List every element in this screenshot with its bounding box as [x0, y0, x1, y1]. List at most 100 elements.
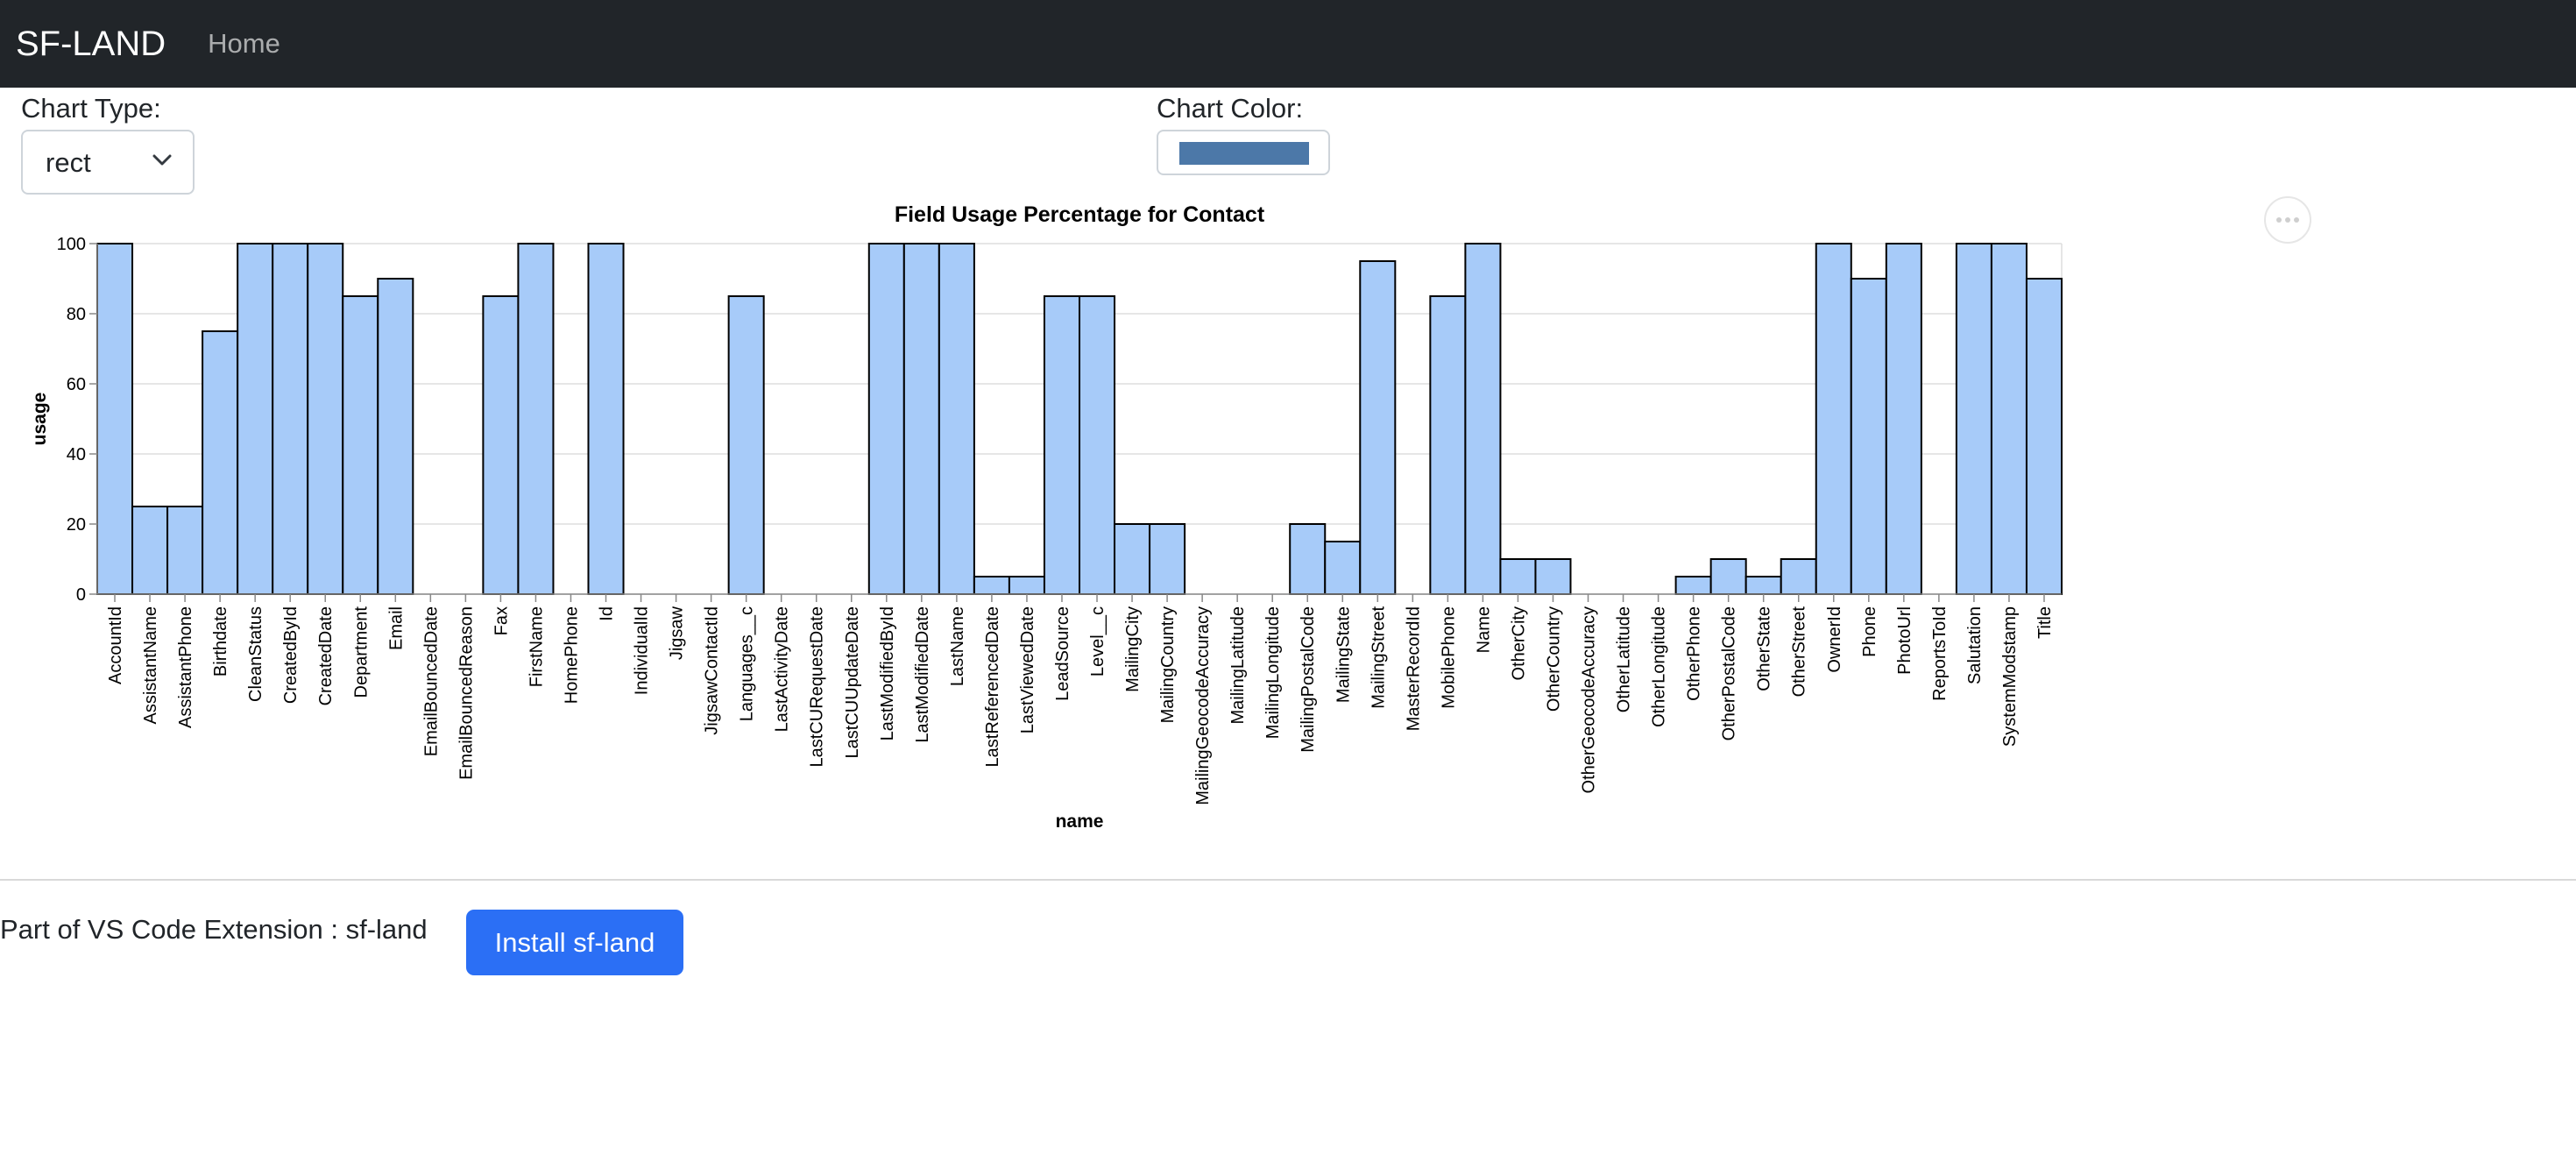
bar-CreatedById[interactable] [272, 243, 309, 595]
x-tick-label: MailingLatitude [1228, 606, 1248, 725]
x-tick-label: MailingStreet [1369, 606, 1388, 709]
x-tick-label: MailingState [1334, 606, 1353, 703]
x-tick-label: LeadSource [1053, 606, 1072, 701]
bar-AccountId[interactable] [96, 243, 134, 595]
x-tick-label: PhotoUrl [1895, 606, 1914, 675]
x-tick-label: AssistantPhone [176, 606, 195, 728]
bar-MailingPostalCode[interactable] [1289, 523, 1327, 595]
bar-MailingCountry[interactable] [1149, 523, 1186, 595]
y-tick-label: 40 [67, 445, 86, 464]
bar-Department[interactable] [342, 295, 379, 595]
bar-Title[interactable] [2025, 278, 2063, 595]
divider [0, 879, 2576, 881]
bar-Birthdate[interactable] [202, 330, 239, 595]
bar-CreatedDate[interactable] [307, 243, 344, 595]
bar-chart: Field Usage Percentage for Contact 0 20 40… [30, 202, 2063, 832]
bar-OtherCity[interactable] [1499, 558, 1537, 595]
bar-Id[interactable] [587, 243, 625, 595]
x-tick-label: MailingGeocodeAccuracy [1193, 606, 1213, 805]
bar-MailingStreet[interactable] [1359, 260, 1397, 595]
y-tick-label: 100 [57, 235, 86, 254]
bar-Email[interactable] [377, 278, 414, 595]
x-tick-label: Jigsaw [668, 606, 687, 660]
bar-OtherPhone[interactable] [1674, 576, 1712, 595]
bar-LastModifiedById[interactable] [867, 243, 905, 595]
bar-LastViewedDate[interactable] [1008, 576, 1045, 595]
bar-SystemModstamp[interactable] [1990, 243, 2028, 595]
chart-color-picker[interactable] [1157, 130, 1330, 175]
more-horizontal-icon[interactable] [2264, 196, 2311, 244]
bar-OtherStreet[interactable] [1780, 558, 1817, 595]
y-axis-label: usage [30, 393, 50, 446]
x-tick-label: Id [598, 606, 617, 621]
y-tick-label: 60 [67, 375, 86, 394]
x-tick-label: OwnerId [1825, 606, 1844, 673]
x-tick-label: Department [351, 606, 371, 698]
x-tick-label: OtherCountry [1544, 606, 1563, 712]
x-tick-label: Name [1474, 606, 1493, 653]
x-tick-label: LastViewedDate [1018, 606, 1037, 733]
x-tick-label: MailingCity [1123, 606, 1143, 692]
chart-title: Field Usage Percentage for Contact [895, 202, 1265, 227]
x-tick-label: LastModifiedById [878, 606, 897, 740]
x-tick-label: EmailBouncedDate [421, 606, 441, 756]
bar-LastModifiedDate[interactable] [902, 243, 940, 595]
chart-axes: 0 20 40 60 80 100 AccountId AssistantName Assist… [57, 235, 2062, 805]
footer-text: Part of VS Code Extension : sf-land [0, 914, 428, 945]
x-tick-label: OtherStreet [1790, 606, 1809, 698]
bar-MailingCity[interactable] [1114, 523, 1151, 595]
bar-LastName[interactable] [938, 243, 975, 595]
bar-Languages__c[interactable] [727, 295, 765, 595]
bar-Salutation[interactable] [1955, 243, 1992, 595]
chart-type-label: Chart Type: [21, 93, 161, 124]
bar-Phone[interactable] [1850, 278, 1887, 595]
bar-OwnerId[interactable] [1815, 243, 1852, 595]
x-tick-label: MailingPostalCode [1299, 606, 1318, 753]
bar-OtherState[interactable] [1744, 576, 1782, 595]
y-tick-label: 0 [76, 585, 86, 605]
x-tick-label: MasterRecordId [1404, 606, 1423, 731]
x-tick-label: JigsawContactId [703, 606, 722, 735]
bar-LastReferencedDate[interactable] [973, 576, 1010, 595]
bar-CleanStatus[interactable] [237, 243, 274, 595]
x-tick-label: LastReferencedDate [983, 606, 1002, 767]
x-tick-label: Languages__c [738, 606, 757, 721]
install-button[interactable]: Install sf-land [466, 910, 683, 975]
bar-MobilePhone[interactable] [1429, 295, 1467, 595]
bar-Name[interactable] [1464, 243, 1502, 595]
navbar: SF-LAND Home [0, 0, 2576, 88]
x-tick-label: LastModifiedDate [913, 606, 932, 743]
bar-PhotoUrl[interactable] [1885, 243, 1922, 595]
bar-AssistantName[interactable] [131, 506, 169, 595]
x-tick-label: Phone [1860, 606, 1879, 657]
x-tick-label: LastCUUpdateDate [843, 606, 862, 758]
x-tick-label: CleanStatus [246, 606, 265, 702]
y-tick-label: 80 [67, 305, 86, 324]
x-tick-label: EmailBouncedReason [456, 606, 476, 780]
x-tick-label: OtherGeocodeAccuracy [1580, 606, 1599, 793]
x-tick-label: LastCURequestDate [808, 606, 827, 767]
bar-FirstName[interactable] [517, 243, 555, 595]
x-tick-label: OtherLongitude [1650, 606, 1669, 727]
x-tick-label: ReportsToId [1930, 606, 1950, 701]
x-tick-label: SystemModstamp [2000, 606, 2020, 747]
bar-LeadSource[interactable] [1043, 295, 1080, 595]
bar-MailingState[interactable] [1324, 541, 1362, 595]
bar-Level__c[interactable] [1079, 295, 1116, 595]
x-tick-label: LastActivityDate [773, 606, 792, 732]
x-tick-label: LastName [948, 606, 967, 686]
bar-AssistantPhone[interactable] [166, 506, 204, 595]
nav-link-home[interactable]: Home [208, 28, 280, 59]
bar-OtherPostalCode[interactable] [1709, 558, 1747, 595]
chart-color-swatch [1179, 142, 1309, 165]
chevron-down-icon [152, 154, 172, 166]
chart-type-select[interactable]: rect [21, 130, 195, 195]
x-tick-label: MobilePhone [1439, 606, 1458, 709]
bar-Fax[interactable] [482, 295, 520, 595]
x-tick-label: Salutation [1965, 606, 1985, 684]
x-tick-label: Email [386, 606, 406, 650]
bar-OtherCountry[interactable] [1534, 558, 1572, 595]
chart-type-selected-value: rect [46, 147, 91, 178]
brand-logo-text[interactable]: SF-LAND [16, 24, 166, 63]
x-tick-label: Level__c [1088, 606, 1108, 677]
